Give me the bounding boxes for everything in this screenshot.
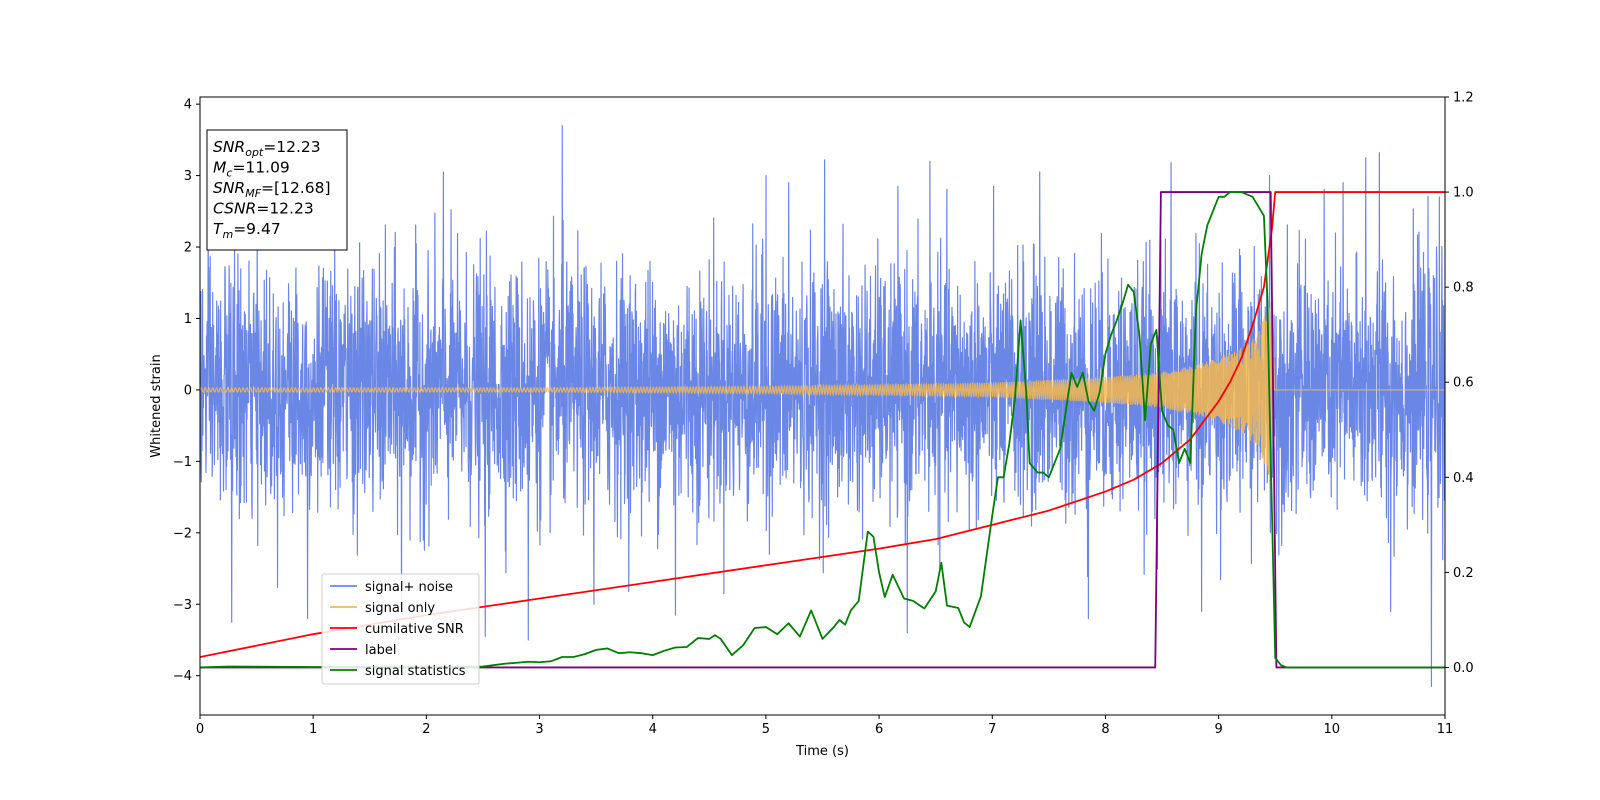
y2-tick-label: 1.2 xyxy=(1453,91,1474,106)
y2-tick-label: 0.0 xyxy=(1453,661,1474,676)
legend-label: label xyxy=(365,643,396,658)
legend-label: signal statistics xyxy=(365,664,466,679)
x-tick-label: 4 xyxy=(649,722,657,737)
annotation-line: SNRMF=[12.68] xyxy=(213,179,331,200)
y-tick-label: 1 xyxy=(184,312,192,327)
y-tick-label: −3 xyxy=(173,598,192,613)
x-tick-label: 8 xyxy=(1101,722,1109,737)
series-signal-statistics xyxy=(200,191,1445,669)
annotation-frame xyxy=(206,129,348,251)
x-tick-label: 10 xyxy=(1324,722,1341,737)
series-layer xyxy=(200,124,1445,688)
annotation-box: SNRopt=12.23Mc=11.09SNRMF=[12.68]CSNR=12… xyxy=(206,129,348,251)
legend-label: signal only xyxy=(365,601,435,616)
x-tick-label: 0 xyxy=(196,722,204,737)
y2-tick-label: 0.2 xyxy=(1453,566,1474,581)
x-tick-label: 2 xyxy=(422,722,430,737)
axes-frame xyxy=(199,96,1446,716)
y-tick-label: 3 xyxy=(184,169,192,184)
series-cumilative-snr xyxy=(200,191,1445,658)
x-tick-label: 1 xyxy=(309,722,317,737)
y-tick-label: −4 xyxy=(173,669,192,684)
y2-tick-label: 0.4 xyxy=(1453,471,1474,486)
x-tick-label: 7 xyxy=(988,722,996,737)
legend-frame xyxy=(321,573,480,685)
x-axis-label: Time (s) xyxy=(795,744,849,759)
y-tick-label: 2 xyxy=(184,241,192,256)
x-tick-label: 5 xyxy=(762,722,770,737)
y2-tick-label: 0.8 xyxy=(1453,281,1474,296)
y-tick-label: 4 xyxy=(184,98,192,113)
annotation-line: SNRopt=12.23 xyxy=(213,138,321,159)
annotation-line: CSNR=12.23 xyxy=(213,200,314,218)
series-signal-statistics-line xyxy=(200,191,1445,669)
series-cumilative-snr-line xyxy=(200,191,1445,658)
y-tick-label: −2 xyxy=(173,526,192,541)
legend-label: signal+ noise xyxy=(365,580,453,595)
annotation-line: Mc=11.09 xyxy=(213,159,290,180)
x-tick-label: 9 xyxy=(1214,722,1222,737)
annotation-line: Tm=9.47 xyxy=(213,220,281,241)
y2-tick-label: 1.0 xyxy=(1453,186,1474,201)
x-tick-label: 11 xyxy=(1437,722,1454,737)
y-tick-label: −1 xyxy=(173,455,192,470)
legend: signal+ noise signal only cumilative SNR la… xyxy=(321,573,480,685)
y2-tick-label: 0.6 xyxy=(1453,376,1474,391)
series-signal-only xyxy=(200,302,1445,475)
x-tick-label: 3 xyxy=(535,722,543,737)
y-tick-label: 0 xyxy=(184,383,192,398)
ticks-layer: 0 1 2 3 4 5 6 7 8 9 10 11 −4 −3 −2 −1 0 1 2 3 4 0.0 0.2 0.4 0.6 0… xyxy=(173,91,1474,738)
x-tick-label: 6 xyxy=(875,722,883,737)
legend-label: cumilative SNR xyxy=(365,622,464,637)
y-axis-label: Whitened strain xyxy=(149,354,164,457)
